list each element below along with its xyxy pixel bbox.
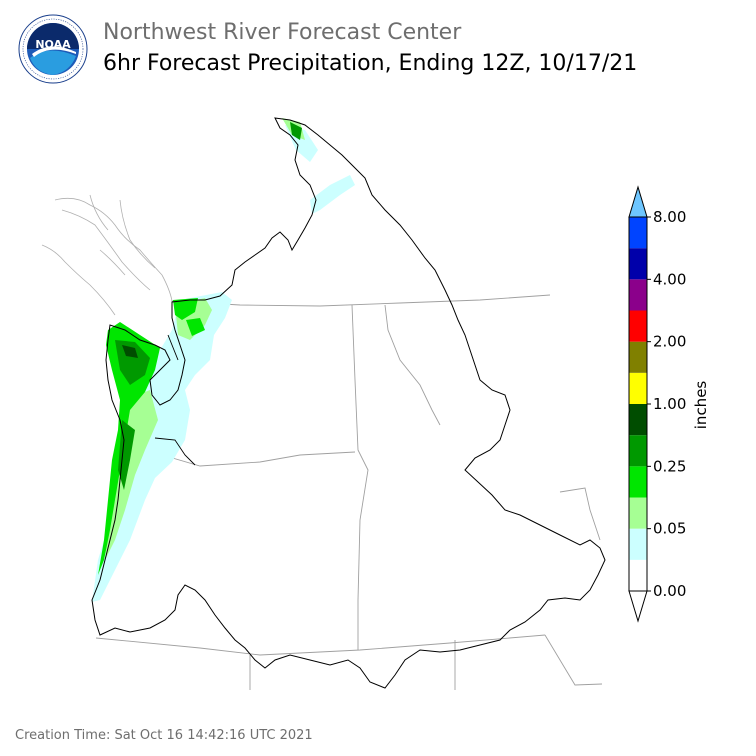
colorbar-tick-label: 8.00 [653, 208, 686, 226]
precip-shading [92, 118, 355, 602]
colorbar-segments [628, 185, 648, 623]
colorbar-tick-label: 0.05 [653, 520, 686, 538]
colorbar-segment [629, 341, 647, 373]
political-borders [95, 294, 603, 690]
product-title: 6hr Forecast Precipitation, Ending 12Z, … [103, 51, 638, 76]
colorbar-segment [629, 435, 647, 467]
coastline [41, 194, 173, 316]
colorbar-min-extension [628, 590, 648, 623]
colorbar-segment [629, 310, 647, 342]
basin-boundary [91, 117, 606, 689]
colorbar-tick-label: 0.25 [653, 457, 686, 475]
colorbar-max-extension [628, 185, 648, 218]
colorbar-segment [629, 497, 647, 529]
colorbar-segment [629, 466, 647, 498]
agency-title: Northwest River Forecast Center [103, 20, 462, 45]
colorbar-segment [629, 279, 647, 311]
colorbar-tick-label: 1.00 [653, 395, 686, 413]
colorbar-segment [629, 248, 647, 280]
colorbar-tick-label: 4.00 [653, 270, 686, 288]
sub-basin-lines [154, 334, 196, 466]
colorbar-tick-label: 0.00 [653, 582, 686, 600]
colorbar-segment [629, 528, 647, 560]
colorbar-ticks: 0.00 0.05 0.25 1.00 2.00 4.00 8.00 [647, 208, 686, 600]
logo-text: NOAA [35, 38, 71, 51]
creation-time: Creation Time: Sat Oct 16 14:42:16 UTC 2… [15, 728, 313, 743]
noaa-logo-icon: NOAA [18, 14, 88, 84]
colorbar-segment [629, 372, 647, 404]
legend-unit-label: inches [692, 381, 710, 430]
colorbar-segment [629, 404, 647, 436]
colorbar-segment [629, 217, 647, 249]
colorbar-tick-label: 2.00 [653, 333, 686, 351]
colorbar-segment [629, 559, 647, 591]
